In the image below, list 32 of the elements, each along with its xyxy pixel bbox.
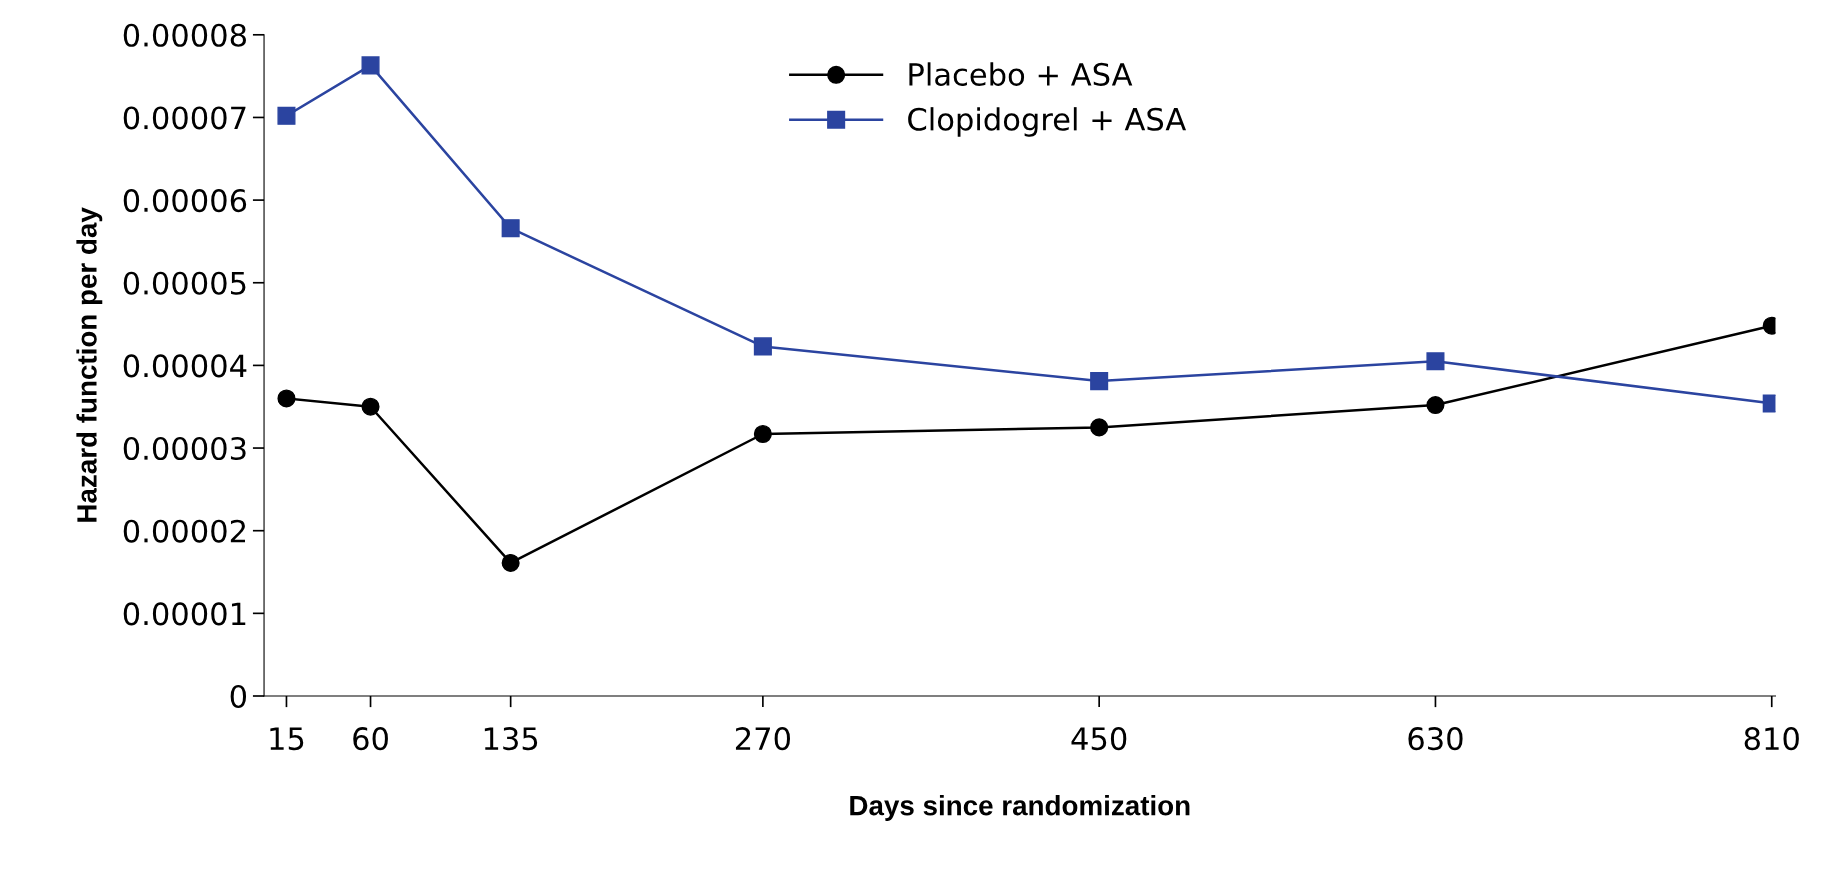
point (753, 337, 772, 356)
x-tick-label: 15 (270, 727, 304, 751)
point (361, 397, 380, 416)
x-tick-label: 135 (484, 727, 538, 751)
point (277, 106, 296, 125)
point (1426, 396, 1445, 415)
point (501, 219, 520, 238)
point (753, 424, 772, 444)
y-tick-label: 0.00003 (123, 436, 246, 461)
y-tick-label: 0.00002 (123, 519, 246, 543)
y-tick-label: 0.00004 (123, 354, 247, 378)
point (1090, 418, 1109, 437)
legend-label: Clopidogrel + ASA (908, 107, 1187, 137)
x-tick-label: 270 (735, 727, 790, 751)
legend-label: Placebo + ASA (909, 62, 1133, 86)
x-axis-title: Days since randomization (850, 795, 1190, 821)
point (1090, 372, 1109, 391)
point (1426, 352, 1445, 371)
y-tick-label: 0.00001 (123, 602, 246, 626)
x-tick-label: 450 (1071, 727, 1127, 751)
y-tick-label: 0 (230, 684, 247, 709)
y-axis-title: Hazard function per day (76, 207, 103, 522)
x-tick-label: 630 (1408, 727, 1463, 751)
point (361, 56, 380, 75)
x-tick-label: 810 (1744, 727, 1799, 751)
y-tick-label: 0.00005 (123, 271, 246, 295)
y-tick-label: 0.00008 (123, 23, 246, 47)
point (277, 389, 296, 408)
y-tick-label: 0.00007 (123, 106, 246, 130)
y-tick-label: 0.00006 (123, 189, 247, 213)
x-tick-label: 60 (353, 727, 388, 751)
point (501, 553, 520, 572)
